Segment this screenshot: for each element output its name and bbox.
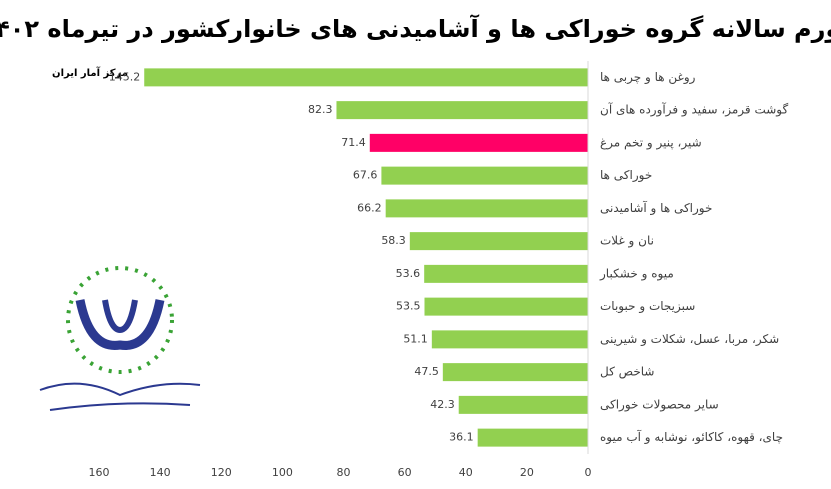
y-tick-label: چای، قهوه، کاکائو، نوشابه و آب میوه	[600, 429, 783, 445]
value-label: 67.6	[353, 169, 378, 182]
value-label: 51.1	[403, 332, 428, 345]
bar	[381, 166, 588, 185]
bar	[458, 395, 588, 414]
value-label: 82.3	[308, 103, 333, 116]
y-tick-label: سایر محصولات خوراکی	[600, 397, 719, 412]
x-tick-label: 140	[150, 466, 171, 479]
x-tick-label: 80	[337, 466, 351, 479]
value-label: 71.4	[341, 136, 366, 149]
y-tick-label: سبزیجات و حبوبات	[600, 299, 695, 314]
chart-title: تورم سالانه گروه خوراکی ها و آشامیدنی ها…	[0, 14, 831, 43]
bar	[409, 232, 588, 251]
y-tick-label: خوراکی ها	[600, 168, 652, 183]
y-tick-label: نان و غلات	[600, 234, 654, 249]
y-tick-label: روغن ها و چربی ها	[600, 70, 696, 85]
x-tick-label: 60	[398, 466, 412, 479]
value-label: 66.2	[357, 201, 382, 214]
value-label: 42.3	[430, 398, 455, 411]
bar	[385, 199, 588, 218]
x-tick-label: 160	[89, 466, 110, 479]
value-label: 145.2	[109, 70, 141, 83]
source: مرکز آمار ایران	[52, 66, 128, 79]
bar	[424, 297, 588, 316]
logo	[39, 266, 201, 411]
value-label: 36.1	[449, 431, 474, 444]
bar	[369, 133, 588, 152]
value-label: 53.5	[396, 300, 421, 313]
y-tick-label: میوه و خشکبار	[599, 266, 674, 281]
value-label: 53.6	[396, 267, 421, 280]
value-label: 47.5	[414, 365, 439, 378]
x-tick-label: 20	[520, 466, 534, 479]
y-tick-label: شیر، پنیر و تخم مرغ	[600, 135, 702, 150]
x-tick-label: 0	[585, 466, 592, 479]
bar	[144, 68, 589, 87]
bar	[431, 330, 588, 349]
x-tick-label: 120	[211, 466, 232, 479]
y-tick-label: خوراکی ها و آشامیدنی	[600, 200, 712, 216]
bar	[424, 264, 588, 283]
bar	[477, 428, 588, 447]
y-tick-label: شاخص کل	[600, 365, 654, 380]
y-tick-label: گوشت قرمز، سفید و فرآورده های آن	[600, 102, 788, 118]
value-label: 58.3	[381, 234, 406, 247]
y-tick-label: شکر، مربا، عسل، شکلات و شیرینی	[600, 332, 779, 347]
bar	[336, 101, 588, 120]
x-tick-label: 40	[459, 466, 473, 479]
bar	[442, 363, 588, 382]
x-tick-label: 100	[272, 466, 293, 479]
